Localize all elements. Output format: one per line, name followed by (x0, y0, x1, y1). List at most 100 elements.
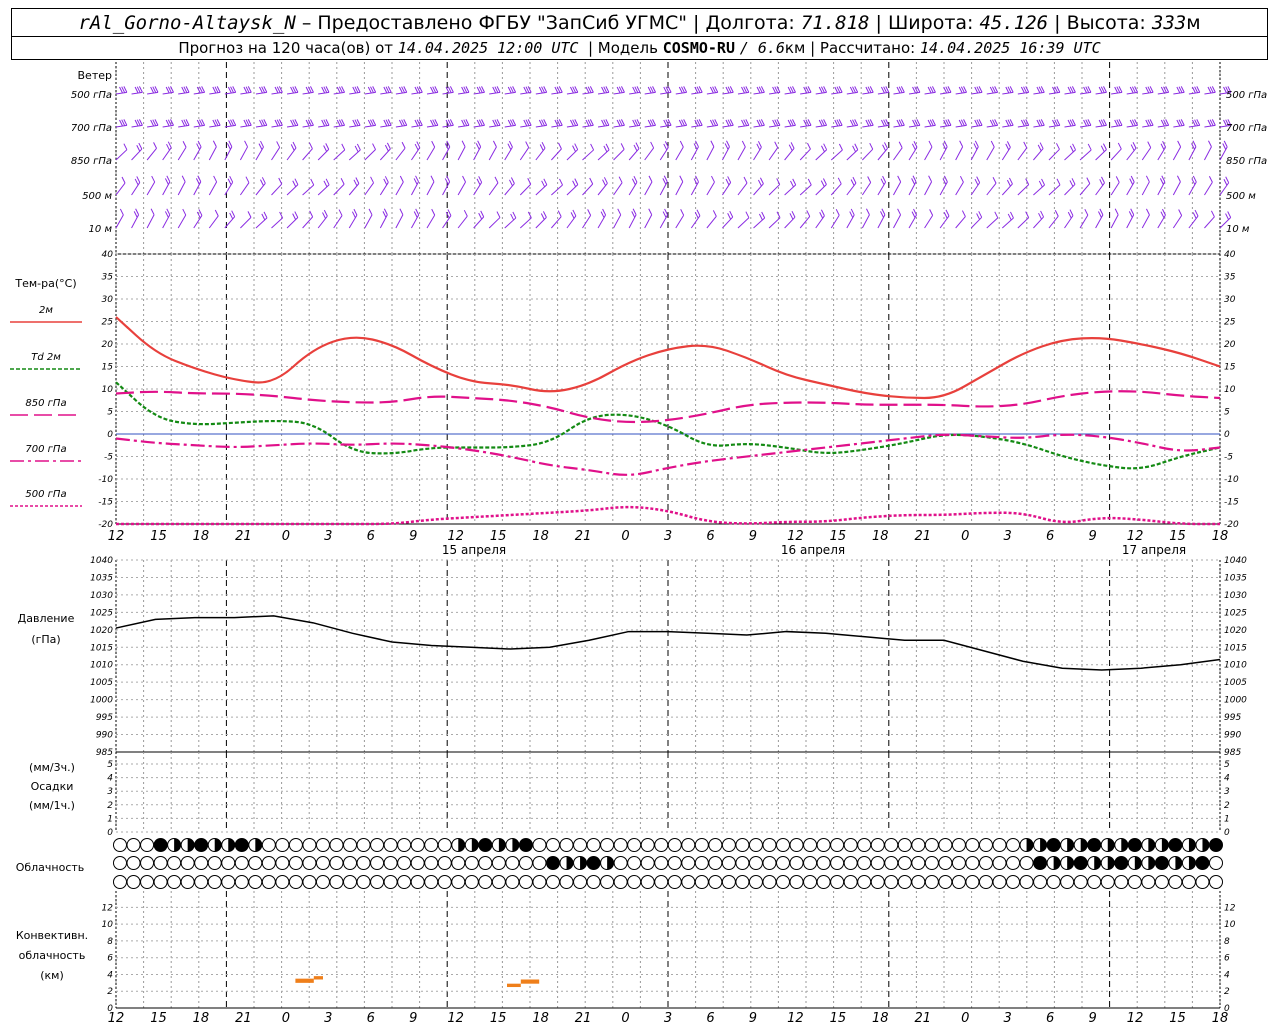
cloud-symbol (113, 875, 127, 889)
wind-barb-flag (758, 119, 763, 126)
wind-barb (1188, 124, 1200, 128)
wind-barb-flag (136, 176, 141, 183)
wind-barb-flag (356, 86, 361, 93)
wind-barb-flag (463, 209, 468, 217)
wind-barb-flag (543, 178, 548, 186)
wind-barb-flag (712, 210, 717, 217)
cloud-symbol (640, 856, 655, 870)
wind-barb-flag (1056, 119, 1061, 126)
wind-barb-flag (1087, 86, 1092, 93)
wind-barb-flag (507, 119, 512, 127)
wind-barb-flag (914, 119, 919, 126)
wind-barb (193, 146, 202, 161)
wind-barb-flag (356, 143, 361, 151)
wind-barb-flag (823, 143, 828, 150)
press-ytick-left: 1040 (90, 556, 113, 566)
wind-barb (1079, 91, 1092, 95)
wind-barb (908, 181, 917, 196)
wind-barb-flag (1085, 119, 1090, 126)
model-label: Модель (597, 39, 658, 57)
wind-barb-flag (367, 86, 372, 94)
time-label-top: 21 (914, 529, 931, 544)
wind-barb-flag (182, 141, 187, 148)
cloud-symbol (275, 838, 290, 852)
series-t500 (116, 505, 1220, 526)
wind-barb (660, 91, 672, 95)
wind-barb (1204, 91, 1216, 95)
wind-barb-flag (572, 180, 577, 187)
wind-barb-flag (787, 86, 792, 94)
wind-barb-flag (1227, 86, 1232, 93)
model-name: COSMO-RU (662, 39, 735, 57)
wind-barb-flag (725, 119, 730, 127)
header-sep: – (301, 12, 312, 34)
wind-barb (426, 146, 436, 161)
wind-barb (566, 124, 578, 128)
wind-barb-flag (572, 119, 577, 126)
conv-segment (507, 983, 521, 988)
wind-barb-flag (942, 178, 947, 185)
wind-barb-flag (1130, 144, 1135, 151)
temp-ytick-left: 30 (102, 295, 114, 305)
wind-barb (815, 184, 827, 196)
wind-barb (1126, 214, 1135, 229)
wind-barb-flag (261, 177, 266, 184)
cloud-fill (1040, 838, 1047, 852)
conv-ytick-right: 4 (1224, 970, 1230, 980)
wind-barb-flag (351, 211, 356, 218)
cloud-fill (1121, 838, 1128, 852)
wind-barb (815, 124, 827, 128)
wind-barb-flag (1116, 119, 1121, 126)
wind-barb-flag (756, 143, 761, 151)
cloud-symbol (830, 875, 845, 889)
wind-barb-flag (788, 144, 793, 151)
temp-ytick-left: 15 (102, 363, 114, 373)
wind-barb-flag (1007, 213, 1012, 221)
time-label-top: 3 (324, 529, 332, 544)
wind-barb (426, 124, 438, 128)
wind-barb-flag (243, 119, 248, 127)
wind-barb (115, 214, 124, 229)
wind-barb (410, 214, 420, 229)
cloud-fill (566, 856, 574, 870)
wind-barb-flag (618, 176, 623, 183)
wind-barb-flag (1163, 86, 1167, 93)
cloud-symbol (113, 838, 127, 852)
wind-barb-flag (631, 211, 636, 218)
cloud-fill (1175, 856, 1182, 870)
wind-barb (566, 215, 577, 229)
wind-barb-flag (243, 86, 248, 94)
cloud-fill (1155, 856, 1169, 870)
wind-barb-flag (680, 209, 685, 216)
temp-ytick-right: -15 (1224, 498, 1239, 508)
wind-barb (924, 215, 934, 229)
wind-barb-flag (1147, 119, 1152, 126)
wind-barb-flag (119, 86, 123, 94)
wind-barb-flag (1191, 86, 1196, 94)
wind-level-right: 500 гПа (1226, 90, 1267, 101)
wind-barb-flag (430, 175, 435, 182)
wind-barb-flag (757, 179, 762, 187)
wind-barb-flag (325, 178, 330, 186)
wind-barb (1141, 181, 1150, 196)
wind-barb-flag (354, 119, 359, 126)
wind-barb (877, 124, 889, 128)
wind-barb-flag (897, 175, 902, 183)
wind-barb-flag (1005, 86, 1010, 94)
wind-barb-flag (820, 180, 825, 187)
time-label-bottom: 12 (787, 1011, 804, 1024)
time-label-bottom: 12 (447, 1011, 464, 1024)
wind-barb-flag (974, 86, 979, 94)
cloud-symbol (234, 875, 249, 889)
wind-barb (1033, 124, 1045, 128)
wind-barb (924, 124, 936, 128)
wind-barb-flag (929, 86, 934, 93)
wind-barb-flag (336, 119, 341, 127)
wind-barb-flag (310, 119, 314, 126)
wind-barb-flag (787, 119, 792, 127)
wind-barb (675, 124, 687, 128)
temp-ytick-right: 0 (1224, 430, 1230, 440)
wind-barb-flag (556, 86, 561, 93)
cloud-symbol (573, 875, 588, 889)
cloud-symbol (776, 838, 791, 852)
